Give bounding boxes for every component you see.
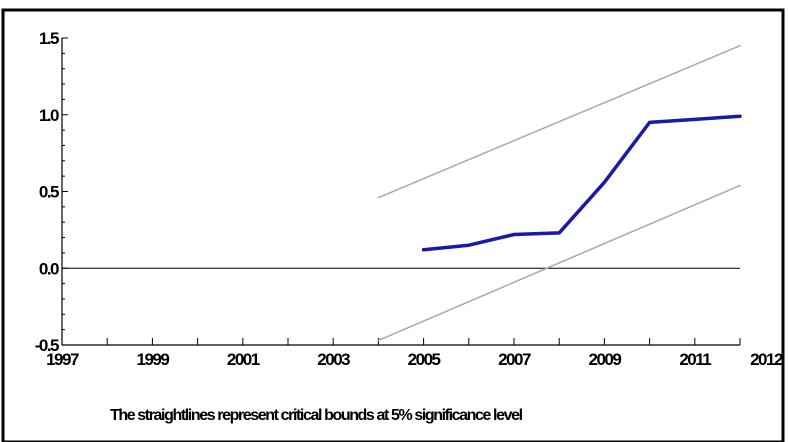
x-tick-label: 2001 xyxy=(227,350,260,369)
figure-border xyxy=(1,8,785,442)
cusum-squares-line xyxy=(421,114,742,252)
x-tick-label: 2012 xyxy=(750,350,783,369)
x-tick-label: 2011 xyxy=(679,350,711,369)
x-axis-caption: The straightlines represent critical bou… xyxy=(110,407,523,424)
y-tick-label: -0.5 xyxy=(35,336,59,355)
upper-critical-bound-line xyxy=(377,44,741,199)
y-tick-label: 1.0 xyxy=(39,106,59,125)
y-tick-label: 0.5 xyxy=(39,183,59,202)
y-tick-label: 0.0 xyxy=(39,259,59,278)
x-tick-label: 2005 xyxy=(408,350,441,369)
lower-critical-bound-line xyxy=(377,184,741,342)
x-tick-label: 2009 xyxy=(588,350,621,369)
y-tick-label: 1.5 xyxy=(39,29,59,48)
x-tick-label: 2003 xyxy=(317,350,350,369)
x-tick-label: 2007 xyxy=(498,350,531,369)
x-tick-label: 1999 xyxy=(136,350,169,369)
x-tick-label: 1997 xyxy=(46,350,79,369)
